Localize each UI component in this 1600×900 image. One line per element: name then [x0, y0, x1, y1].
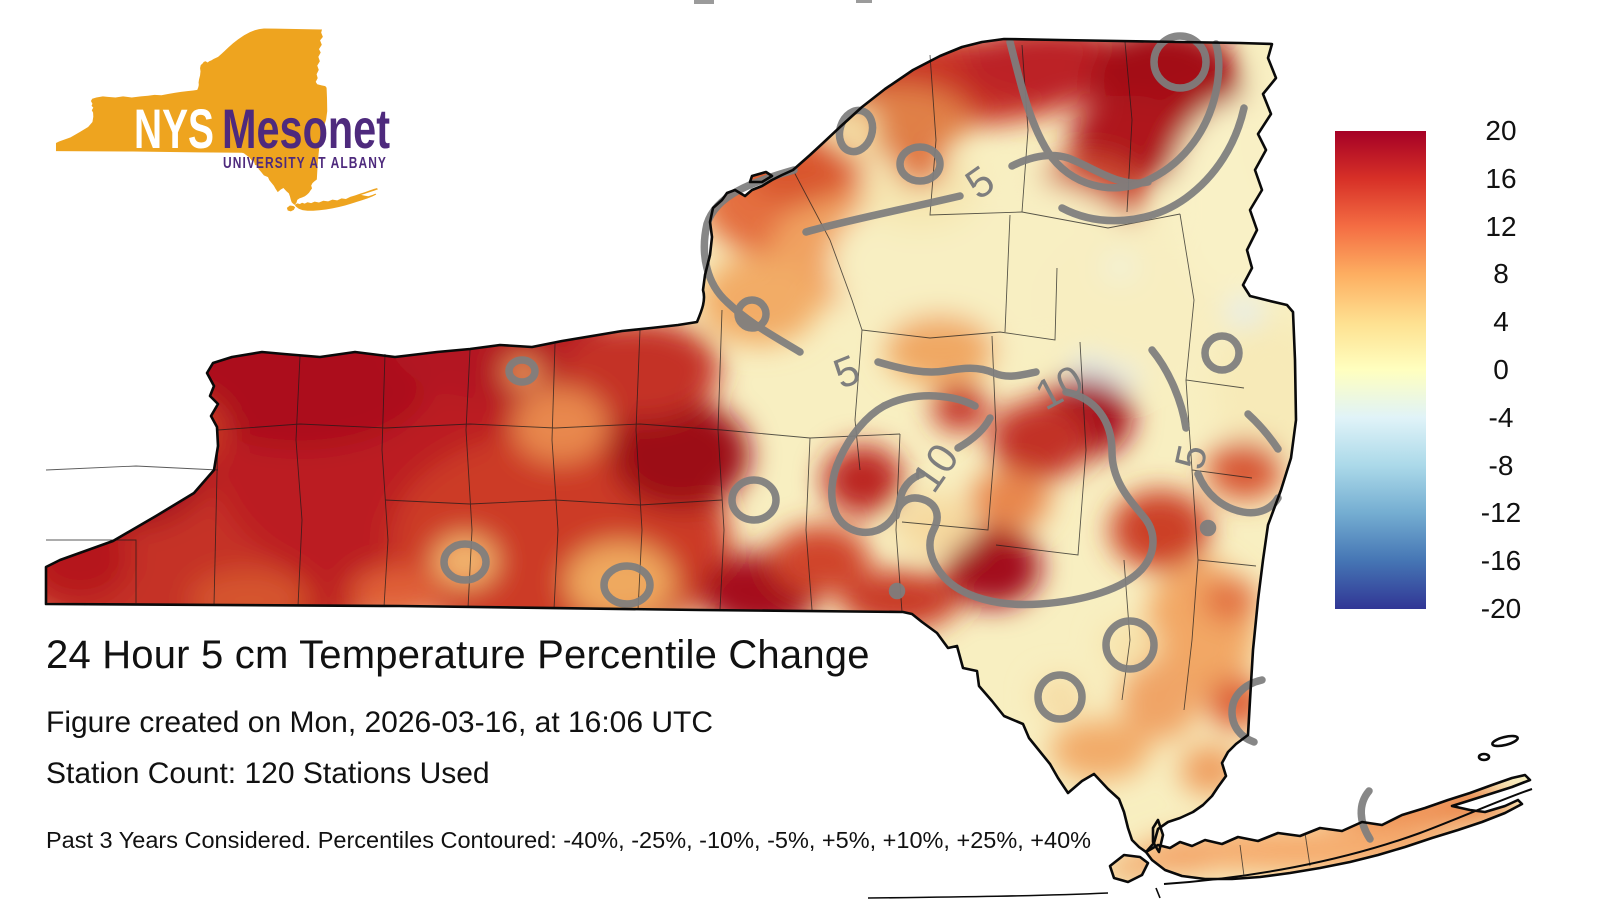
frame-edge-marks [694, 0, 872, 4]
colorbar-tick: -20 [1480, 593, 1522, 624]
percentile-contours [440, 32, 1374, 843]
state-outline [44, 37, 1532, 884]
colorbar-tick-labels: 20 16 12 8 4 0 -4 -8 -12 -16 -20 [1436, 117, 1566, 623]
colorbar-tick: -8 [1488, 449, 1514, 481]
colorbar-tick: -4 [1488, 401, 1514, 433]
shoreline-fragments [867, 788, 1533, 899]
logo-affiliation: UNIVERSITY AT ALBANY [223, 155, 387, 172]
logo-brand: Mesonet [222, 97, 390, 160]
station-count: Station Count: 120 Stations Used [46, 757, 490, 790]
colorbar-gradient [1335, 131, 1426, 609]
colorbar-tick: 8 [1493, 258, 1509, 290]
colorbar-tick: 20 [1485, 115, 1517, 146]
created-timestamp: Figure created on Mon, 2026-03-16, at 16… [46, 706, 714, 739]
colorbar-tick: 4 [1493, 306, 1509, 338]
colorbar-tick: 16 [1485, 162, 1517, 194]
logo-acronym: NYS [134, 97, 214, 160]
colorbar-tick: 12 [1485, 210, 1517, 242]
figure-title: 24 Hour 5 cm Temperature Percentile Chan… [46, 633, 870, 677]
contour-footnote: Past 3 Years Considered. Percentiles Con… [46, 827, 1092, 853]
nys-mesonet-logo: NYS Mesonet UNIVERSITY AT ALBANY [55, 28, 390, 212]
colorbar-tick: -16 [1480, 545, 1522, 577]
county-boundaries [45, 41, 1311, 877]
colorbar-tick: 0 [1493, 354, 1509, 385]
colorbar-tick: -12 [1480, 497, 1522, 529]
